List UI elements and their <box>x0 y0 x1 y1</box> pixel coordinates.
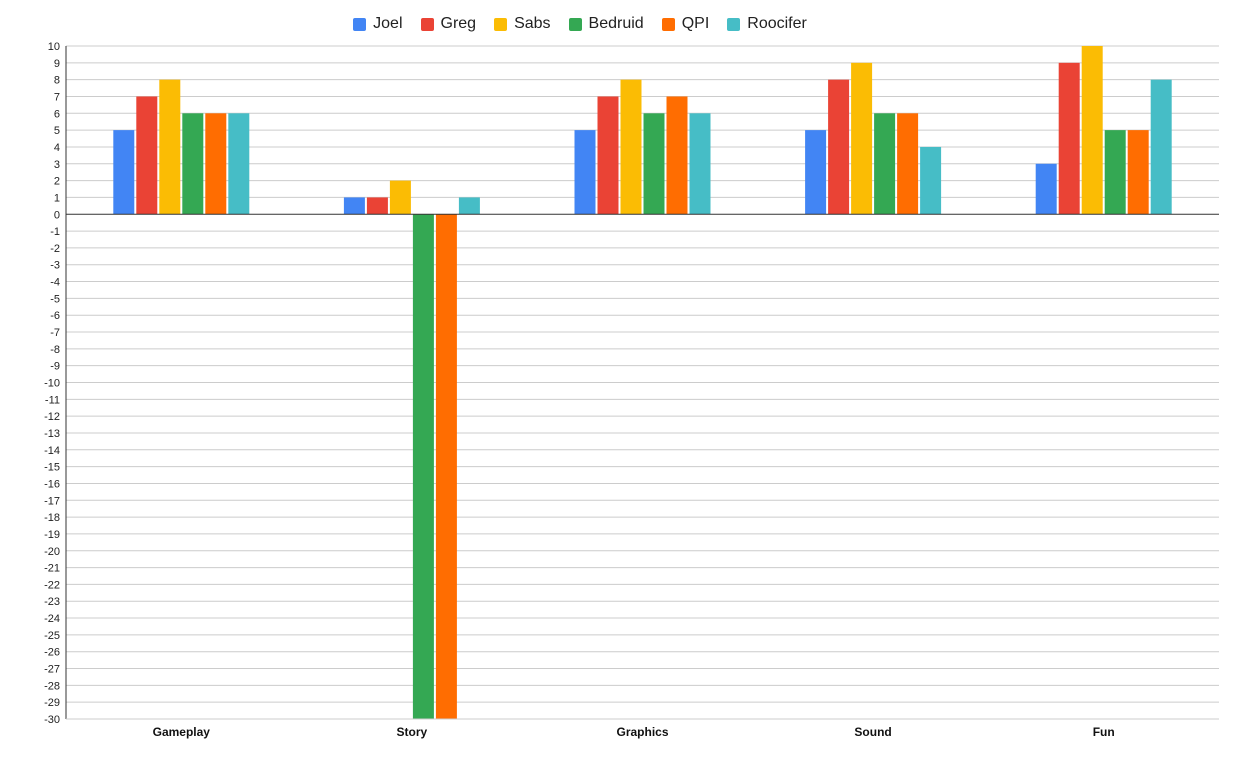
y-tick-label: 8 <box>54 75 60 87</box>
y-tick-label: -9 <box>50 361 60 373</box>
y-tick-label: 6 <box>54 108 60 120</box>
bar-greg-fun <box>1058 62 1080 215</box>
y-tick-label: 5 <box>54 125 60 137</box>
bar-qpi-fun <box>1127 130 1149 215</box>
legend-item-sabs: Sabs <box>494 15 551 33</box>
legend-label: Bedruid <box>588 15 644 32</box>
y-tick-label: -17 <box>44 495 60 507</box>
y-tick-label: -7 <box>50 327 60 339</box>
bar-roocifer-sound <box>920 146 942 215</box>
legend-label: Roocifer <box>747 15 807 32</box>
y-tick-label: -15 <box>44 462 60 474</box>
y-tick-label: 1 <box>54 192 60 204</box>
bar-bedruid-gameplay <box>182 113 204 215</box>
y-tick-label: -30 <box>44 714 60 726</box>
bar-greg-story <box>366 197 388 215</box>
legend-swatch <box>494 17 508 31</box>
x-tick-label: Fun <box>1093 725 1115 739</box>
bar-joel-sound <box>805 130 827 215</box>
y-tick-label: -19 <box>44 529 60 541</box>
y-tick-label: -1 <box>50 226 60 238</box>
legend-item-greg: Greg <box>420 15 477 33</box>
bar-greg-sound <box>828 79 850 215</box>
legend-label: Greg <box>440 15 477 32</box>
bar-bedruid-story <box>412 214 434 719</box>
legend-label: Sabs <box>514 15 551 32</box>
bar-joel-graphics <box>574 130 596 215</box>
y-tick-label: 4 <box>54 142 60 154</box>
legend-swatch <box>353 17 367 31</box>
legend-item-bedruid: Bedruid <box>568 15 644 33</box>
legend-label: QPI <box>681 15 710 32</box>
bar-bedruid-sound <box>874 113 896 215</box>
y-tick-label: -13 <box>44 428 60 440</box>
bar-qpi-gameplay <box>205 113 227 215</box>
bar-roocifer-graphics <box>689 113 711 215</box>
y-tick-label: -23 <box>44 596 60 608</box>
bar-greg-gameplay <box>136 96 158 215</box>
y-tick-label: -2 <box>50 243 60 255</box>
y-tick-label: -14 <box>44 445 60 457</box>
y-tick-label: -25 <box>44 630 60 642</box>
y-tick-label: -24 <box>44 613 60 625</box>
legend-swatch <box>568 17 582 31</box>
legend-swatch <box>420 17 434 31</box>
bar-joel-gameplay <box>113 130 135 215</box>
legend-swatch <box>661 17 675 31</box>
y-tick-label: -12 <box>44 411 60 423</box>
bar-qpi-story <box>435 214 457 719</box>
y-tick-label: 2 <box>54 176 60 188</box>
legend-item-roocifer: Roocifer <box>727 15 807 33</box>
bar-greg-graphics <box>597 96 619 215</box>
legend-label: Joel <box>373 15 403 32</box>
y-tick-label: -22 <box>44 579 60 591</box>
bar-roocifer-story <box>458 197 480 215</box>
y-tick-label: -10 <box>44 378 60 390</box>
y-tick-label: 9 <box>54 58 60 70</box>
y-tick-label: -5 <box>50 293 60 305</box>
legend: Joel Greg Sabs Bedruid QPI Roocifer <box>0 12 1160 36</box>
bar-roocifer-fun <box>1150 79 1172 215</box>
y-tick-label: 3 <box>54 159 60 171</box>
y-tick-label: -29 <box>44 697 60 709</box>
y-tick-label: -11 <box>45 394 60 406</box>
bar-qpi-sound <box>897 113 919 215</box>
y-tick-label: -3 <box>50 260 60 272</box>
y-tick-label: -6 <box>50 310 60 322</box>
legend-item-joel: Joel <box>353 15 403 33</box>
x-tick-label: Story <box>397 725 428 739</box>
bar-sabs-fun <box>1081 46 1103 215</box>
bar-sabs-story <box>389 180 411 215</box>
bar-bedruid-fun <box>1104 130 1126 215</box>
bar-joel-fun <box>1035 163 1057 215</box>
y-tick-label: -20 <box>44 546 60 558</box>
bar-sabs-graphics <box>620 79 642 215</box>
y-tick-label: -28 <box>44 680 60 692</box>
y-tick-label: -4 <box>50 277 60 289</box>
y-tick-label: -16 <box>44 478 60 490</box>
y-tick-label: 7 <box>54 91 60 103</box>
y-tick-label: -21 <box>44 563 60 575</box>
y-tick-label: 0 <box>54 209 60 221</box>
x-tick-label: Sound <box>854 725 891 739</box>
y-tick-label: -18 <box>44 512 60 524</box>
bar-qpi-graphics <box>666 96 688 215</box>
y-tick-label: 10 <box>48 41 60 53</box>
y-tick-label: -27 <box>44 664 60 676</box>
bar-joel-story <box>343 197 365 215</box>
y-tick-label: -26 <box>44 647 60 659</box>
legend-swatch <box>727 17 741 31</box>
x-tick-label: Graphics <box>616 725 668 739</box>
bar-bedruid-graphics <box>643 113 665 215</box>
y-tick-label: -8 <box>50 344 60 356</box>
bar-roocifer-gameplay <box>228 113 250 215</box>
bar-sabs-gameplay <box>159 79 181 215</box>
legend-item-qpi: QPI <box>661 15 710 33</box>
bar-sabs-sound <box>851 62 873 215</box>
x-tick-label: Gameplay <box>153 725 211 739</box>
